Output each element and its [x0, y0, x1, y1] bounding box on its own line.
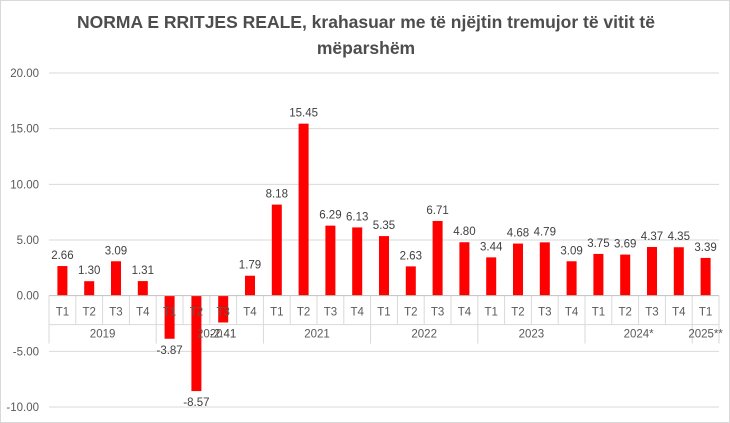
y-tick-label: -5.00: [13, 346, 39, 358]
quarter-label: T4: [565, 307, 579, 319]
bar-2019-T1: [57, 266, 68, 296]
year-label: 2025**: [688, 329, 723, 341]
bar-2022-T2: [405, 266, 416, 296]
bar-2019-T3: [111, 261, 121, 296]
bar-2024-T3: [647, 247, 657, 296]
bar-2019-T4: [137, 281, 148, 296]
data-label: 4.80: [453, 226, 475, 238]
quarter-label: T2: [82, 307, 95, 319]
chart-title: NORMA E RRITJES REALE, krahasuar me të n…: [77, 12, 655, 58]
year-label: 2024*: [624, 329, 655, 341]
quarter-label: T1: [270, 307, 283, 319]
quarter-label: T3: [216, 307, 229, 319]
y-tick-label: 0.00: [17, 291, 39, 303]
data-label: 6.29: [319, 210, 341, 222]
data-label: 3.39: [694, 242, 716, 254]
bar-2023-T2: [513, 243, 523, 296]
y-tick-label: 20.00: [10, 68, 39, 80]
quarter-label: T1: [699, 307, 712, 319]
quarter-label: T2: [297, 307, 310, 319]
y-tick-label: 15.00: [10, 124, 39, 136]
bar-2020-T2: [191, 295, 202, 392]
data-label: 6.71: [426, 205, 448, 217]
quarter-label: T3: [324, 307, 337, 319]
bar-2020-T3: [218, 295, 229, 323]
data-label: 2.63: [400, 250, 422, 262]
data-label: 5.35: [373, 220, 395, 232]
data-label: -3.87: [156, 345, 182, 357]
quarter-label: T2: [511, 307, 524, 319]
quarter-label: T1: [592, 307, 605, 319]
quarter-label: T4: [136, 307, 150, 319]
bar-2022-T1: [379, 236, 389, 296]
data-label: 3.09: [560, 245, 582, 257]
year-label: 2019: [90, 329, 116, 341]
bar-2022-T3: [432, 220, 443, 296]
data-label: 1.79: [239, 260, 261, 272]
quarter-label: T1: [377, 307, 390, 319]
quarter-label: T3: [645, 307, 658, 319]
quarter-label: T1: [163, 307, 176, 319]
bar-2021-T2: [298, 123, 309, 296]
quarter-label: T4: [350, 307, 364, 319]
quarter-label: T3: [109, 307, 122, 319]
bar-2024-T4: [673, 247, 684, 296]
quarter-label: T2: [404, 307, 417, 319]
data-label: -2.41: [210, 328, 236, 340]
year-label: 2023: [519, 329, 545, 341]
y-tick-label: 10.00: [10, 179, 39, 191]
data-label: 1.30: [78, 265, 100, 277]
data-label: 4.37: [641, 231, 663, 243]
quarter-label: T3: [431, 307, 444, 319]
bar-2024-T1: [593, 253, 604, 296]
bar-2021-T3: [325, 225, 336, 296]
quarter-label: T4: [458, 307, 472, 319]
data-label: 3.44: [480, 241, 503, 253]
bar-2025-T1: [700, 257, 711, 296]
data-label: -8.57: [183, 397, 209, 409]
quarter-label: T1: [56, 307, 69, 319]
quarter-label: T4: [243, 307, 257, 319]
data-label: 6.13: [346, 211, 368, 223]
quarter-label: T2: [618, 307, 631, 319]
data-label: 4.35: [668, 231, 690, 243]
bar-2023-T4: [566, 261, 577, 296]
year-label: 2020: [197, 329, 223, 341]
quarter-label: T4: [672, 307, 686, 319]
data-label: 2.66: [51, 250, 73, 262]
bar-2021-T4: [352, 227, 363, 296]
data-label: 1.31: [132, 265, 154, 277]
bar-2019-T2: [84, 281, 95, 296]
quarter-label: T3: [538, 307, 551, 319]
bar-2020-T1: [164, 295, 175, 339]
y-tick-label: -10.00: [6, 402, 39, 414]
bar-2023-T3: [539, 242, 550, 296]
data-label: 4.79: [534, 226, 556, 238]
data-label: 3.75: [587, 238, 609, 250]
bar-2021-T1: [271, 204, 282, 296]
quarter-label: T1: [484, 307, 497, 319]
bar-2022-T4: [459, 242, 470, 296]
quarter-label: T2: [190, 307, 203, 319]
year-label: 2021: [304, 329, 330, 341]
data-label: 15.45: [289, 108, 318, 120]
data-label: 4.68: [507, 228, 529, 240]
data-label: 3.09: [105, 245, 127, 257]
year-label: 2022: [411, 329, 437, 341]
bar-2024-T2: [620, 254, 631, 296]
bar-2023-T1: [486, 257, 497, 296]
bar-2020-T4: [245, 275, 255, 296]
y-tick-label: 5.00: [17, 235, 39, 247]
data-label: 3.69: [614, 239, 636, 251]
data-label: 8.18: [266, 189, 288, 201]
